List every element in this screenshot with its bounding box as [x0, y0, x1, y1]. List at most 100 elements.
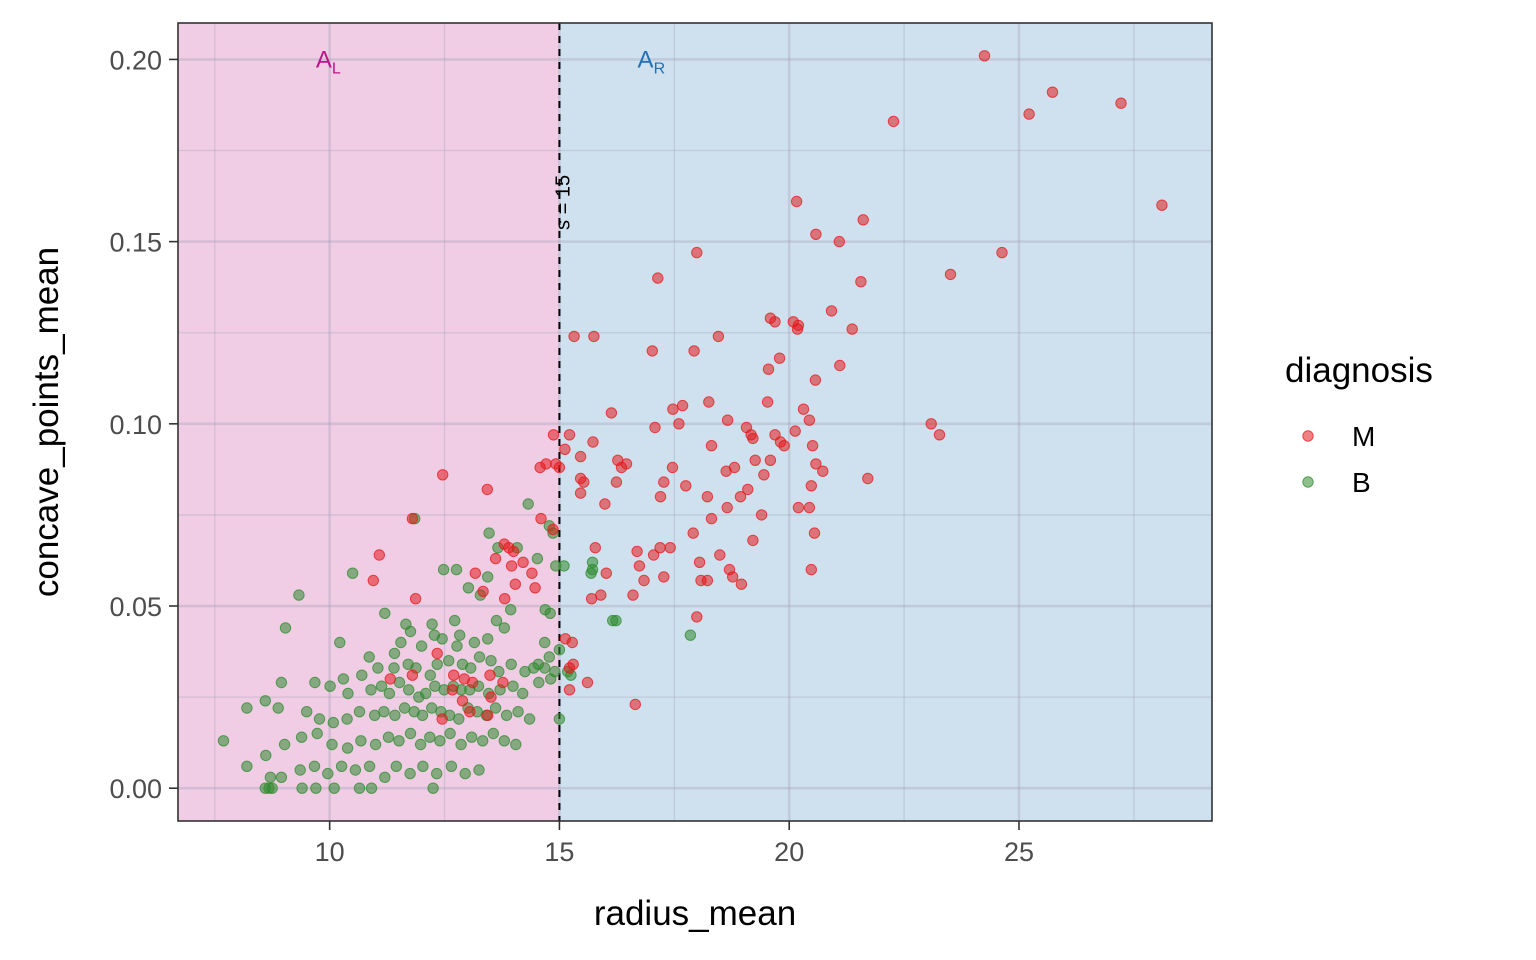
point-M — [687, 527, 699, 539]
point-B — [510, 738, 522, 751]
point-M — [1023, 108, 1035, 120]
point-M — [862, 472, 874, 485]
legend-label-M: M — [1352, 421, 1375, 452]
point-B — [482, 633, 494, 645]
point-B — [335, 760, 348, 772]
point-B — [523, 713, 536, 725]
point-M — [540, 458, 552, 470]
point-M — [735, 578, 748, 590]
point-M — [755, 509, 768, 521]
point-M — [581, 676, 594, 689]
point-B — [301, 706, 313, 718]
point-M — [600, 567, 612, 579]
point-B — [363, 651, 375, 663]
x-axis-title: radius_mean — [594, 894, 796, 933]
point-B — [505, 604, 517, 616]
point-M — [647, 549, 660, 561]
point-M — [610, 476, 623, 488]
point-B — [356, 669, 368, 681]
point-B — [468, 636, 481, 649]
point-B — [533, 676, 545, 689]
point-M — [517, 556, 529, 568]
point-M — [574, 487, 587, 499]
x-tick-label: 10 — [315, 837, 345, 867]
point-B — [444, 727, 456, 740]
point-M — [595, 589, 607, 601]
point-M — [431, 647, 443, 660]
point-M — [406, 512, 419, 525]
point-M — [790, 195, 803, 208]
point-M — [649, 421, 661, 434]
point-M — [477, 585, 489, 598]
point-M — [666, 461, 679, 474]
point-M — [762, 363, 775, 375]
point-B — [313, 713, 326, 725]
point-B — [443, 655, 455, 667]
point-B — [517, 687, 529, 700]
point-B — [505, 658, 517, 670]
point-M — [482, 709, 494, 721]
point-M — [734, 491, 747, 503]
point-M — [803, 501, 816, 514]
point-M — [367, 574, 379, 587]
point-B — [483, 527, 495, 539]
point-B — [490, 614, 503, 627]
point-B — [473, 764, 485, 776]
point-M — [857, 214, 869, 226]
point-B — [375, 680, 388, 692]
point-M — [810, 228, 822, 241]
point-B — [388, 662, 400, 674]
point-B — [260, 749, 272, 762]
point-B — [395, 636, 407, 649]
point-M — [833, 235, 845, 248]
point-B — [379, 607, 391, 619]
point-B — [473, 651, 486, 663]
point-M — [631, 545, 643, 558]
point-B — [415, 640, 428, 652]
point-M — [676, 399, 689, 412]
point-M — [627, 589, 639, 601]
point-M — [559, 633, 572, 645]
point-B — [259, 695, 271, 707]
point-M — [384, 673, 396, 685]
point-M — [809, 374, 822, 386]
point-M — [535, 512, 547, 525]
point-B — [365, 684, 377, 696]
point-M — [933, 429, 946, 441]
point-M — [705, 512, 718, 525]
point-B — [507, 680, 519, 692]
point-B — [544, 607, 556, 619]
point-B — [311, 727, 323, 740]
point-M — [825, 305, 838, 317]
point-B — [404, 625, 417, 638]
point-M — [507, 545, 520, 558]
split-line-group: s = 15 AL AR — [316, 23, 665, 821]
point-B — [390, 760, 402, 772]
point-M — [701, 574, 714, 587]
point-B — [512, 706, 524, 718]
point-M — [485, 691, 497, 703]
point-B — [308, 760, 321, 772]
point-M — [944, 268, 957, 281]
point-B — [275, 771, 288, 783]
legend: diagnosis MB — [1285, 351, 1433, 498]
point-M — [925, 418, 937, 430]
point-B — [279, 622, 292, 634]
point-B — [420, 687, 432, 700]
point-M — [747, 432, 759, 445]
point-B — [487, 727, 499, 740]
point-B — [393, 735, 405, 747]
left-region — [178, 23, 560, 821]
point-M — [599, 498, 611, 510]
point-M — [409, 593, 422, 605]
point-B — [403, 684, 415, 696]
point-M — [742, 483, 754, 496]
point-M — [764, 454, 777, 466]
point-B — [434, 735, 446, 747]
point-M — [464, 706, 476, 718]
point-M — [1115, 97, 1127, 109]
point-B — [349, 764, 362, 776]
point-B — [293, 589, 305, 601]
point-B — [477, 735, 489, 747]
y-axis-title: concave_points_mean — [27, 247, 66, 597]
